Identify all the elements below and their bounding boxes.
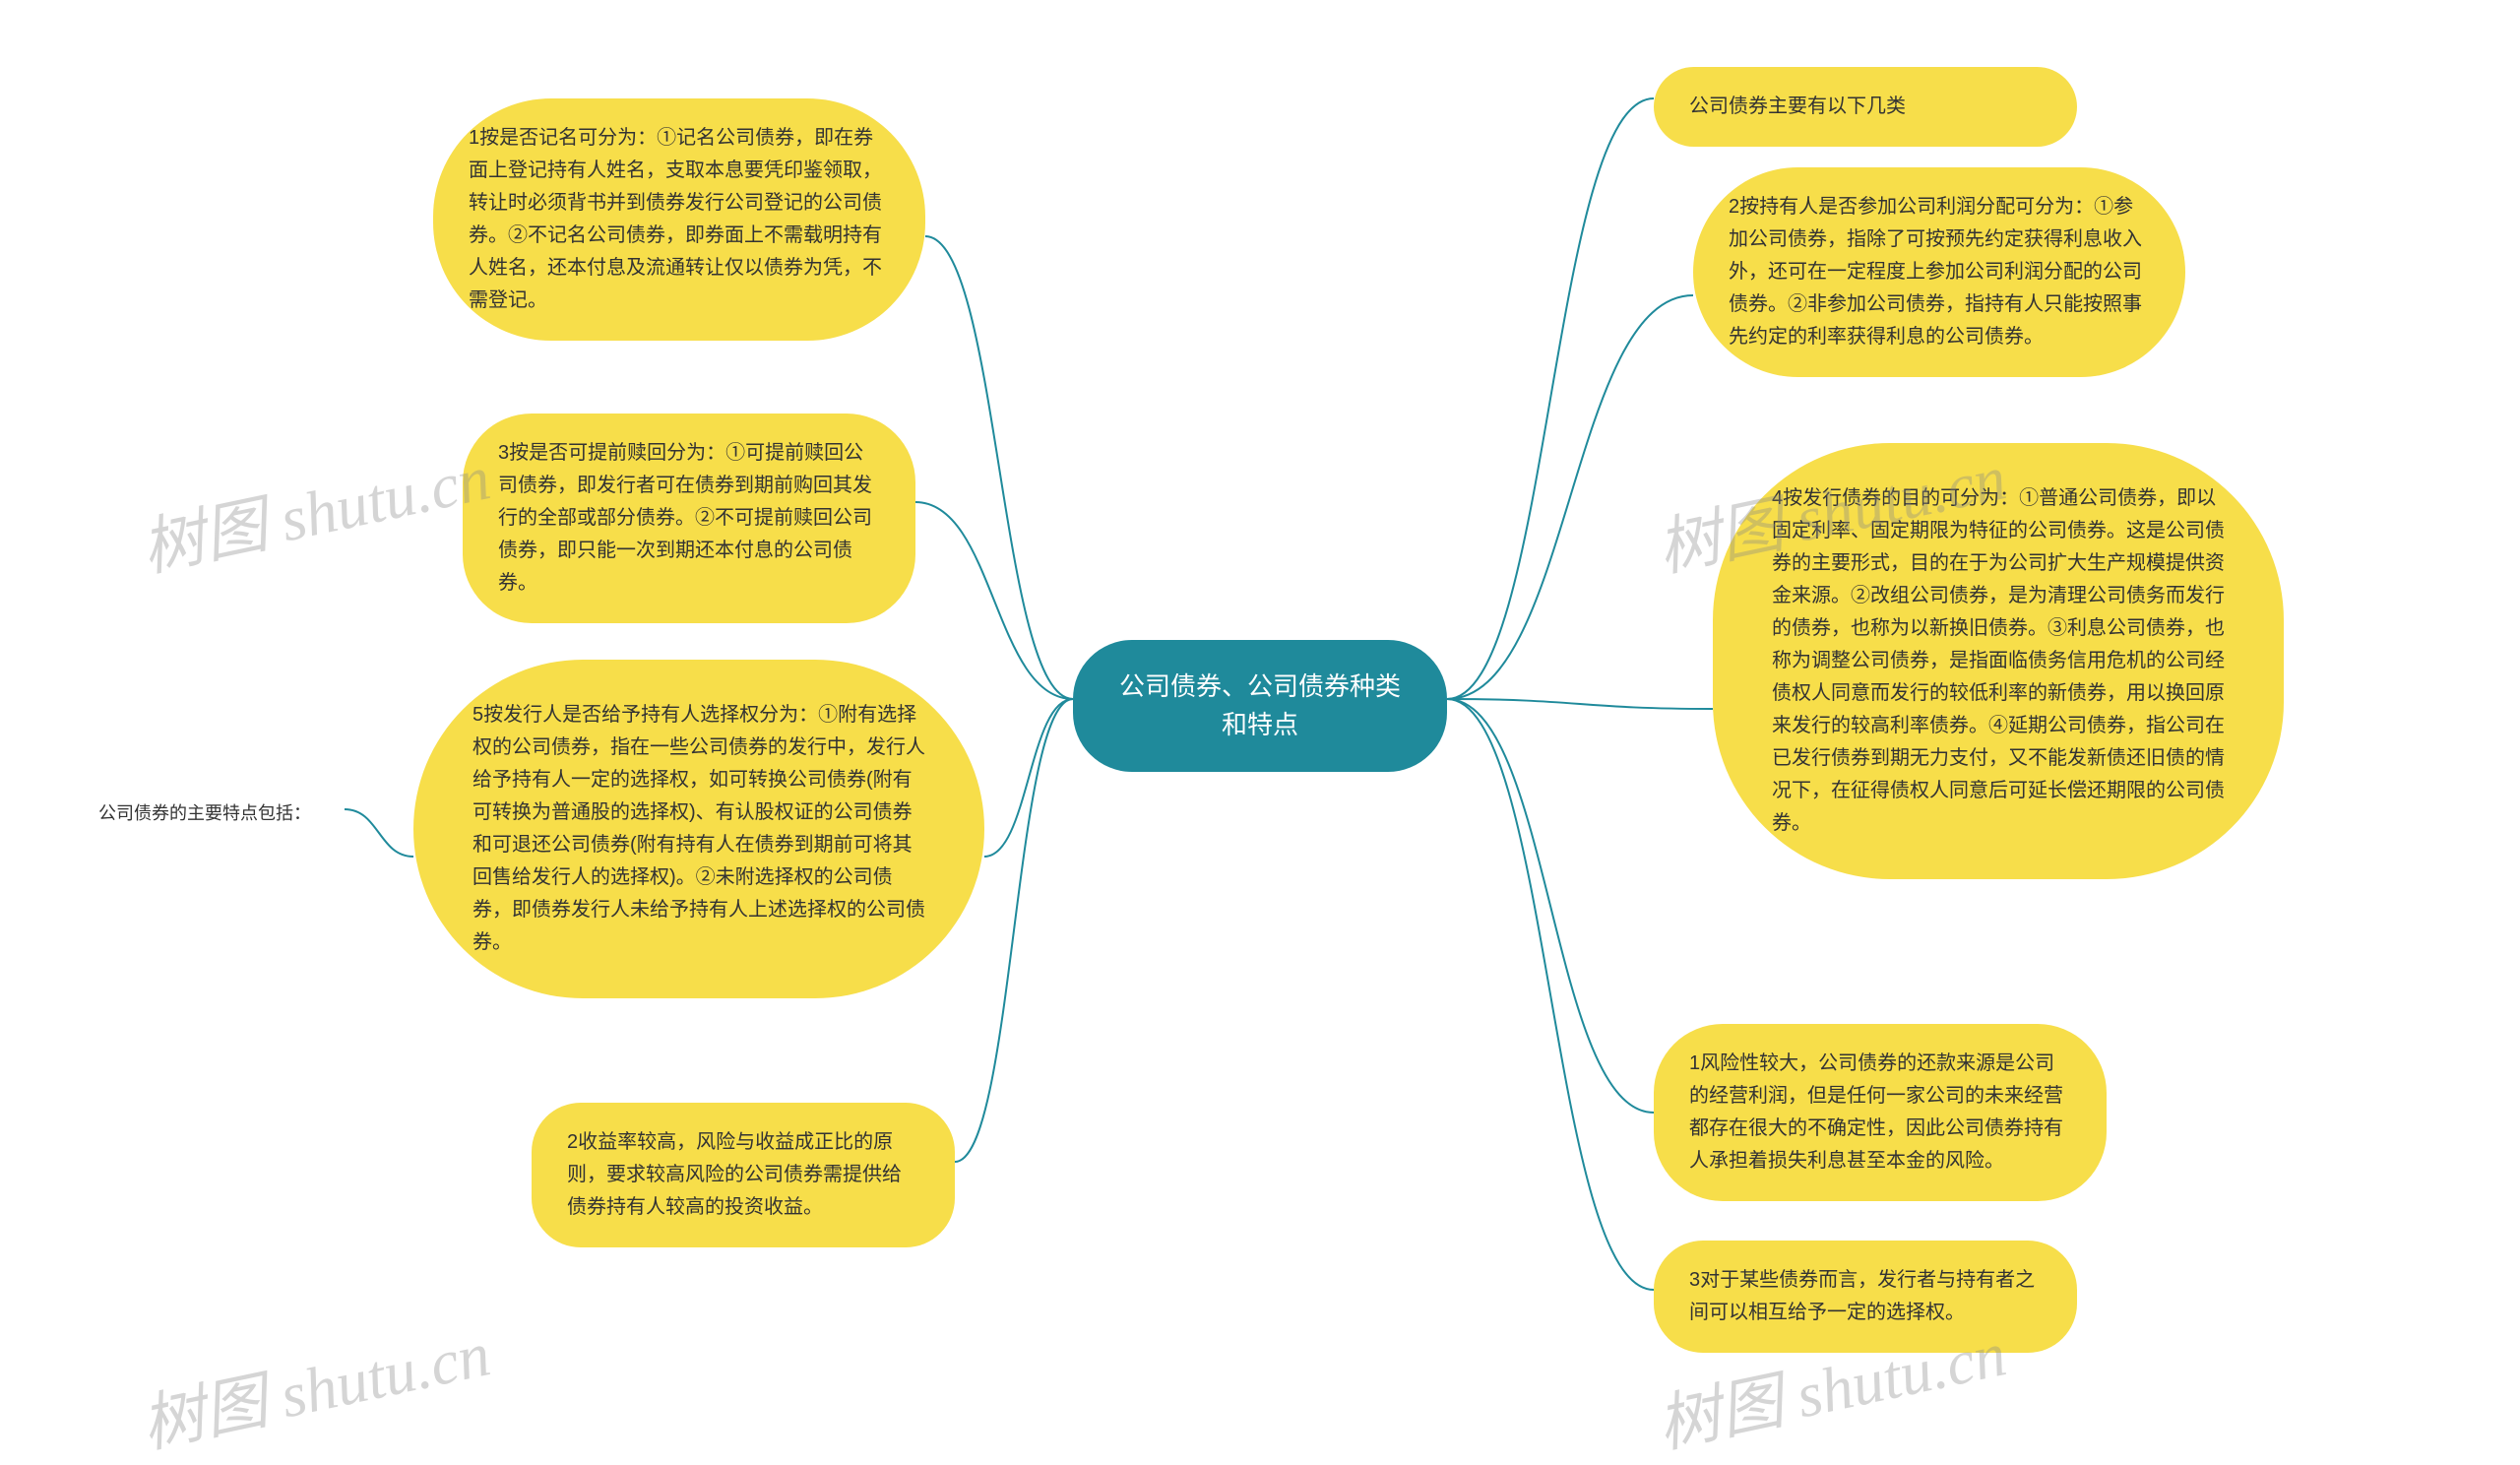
center-node: 公司债券、公司债券种类和特点 [1073, 640, 1447, 772]
connector-L3-left [345, 809, 413, 857]
branch-node-L1: 1按是否记名可分为：①记名公司债券，即在券面上登记持有人姓名，支取本息要凭印鉴领… [433, 98, 925, 341]
connector-R5 [1447, 699, 1654, 1290]
connector-R4 [1447, 699, 1654, 1113]
connector-L1 [925, 236, 1073, 699]
branch-node-L2: 3按是否可提前赎回分为：①可提前赎回公司债券，即发行者可在债券到期前购回其发行的… [463, 414, 915, 623]
connector-R2 [1447, 295, 1693, 699]
branch-node-L4: 2收益率较高，风险与收益成正比的原则，要求较高风险的公司债券需提供给债券持有人较… [532, 1103, 955, 1247]
watermark-2: 树图 shutu.cn [132, 1304, 496, 1465]
left-characteristics-label: 公司债券的主要特点包括： [98, 799, 354, 829]
connector-R1 [1447, 98, 1654, 699]
branch-node-R4: 1风险性较大，公司债券的还款来源是公司的经营利润，但是任何一家公司的未来经营都存… [1654, 1024, 2107, 1201]
branch-node-R5: 3对于某些债券而言，发行者与持有者之间可以相互给予一定的选择权。 [1654, 1241, 2077, 1353]
connector-L3 [984, 699, 1073, 857]
branch-node-R1: 公司债券主要有以下几类 [1654, 67, 2077, 147]
branch-node-R3: 4按发行债券的目的可分为：①普通公司债券，即以固定利率、固定期限为特征的公司债券… [1713, 443, 2284, 879]
connector-L2 [915, 502, 1073, 699]
connector-R3 [1447, 699, 1713, 709]
branch-node-L3: 5按发行人是否给予持有人选择权分为：①附有选择权的公司债券，指在一些公司债券的发… [413, 660, 984, 998]
watermark-0: 树图 shutu.cn [132, 427, 496, 590]
branch-node-R2: 2按持有人是否参加公司利润分配可分为：①参加公司债券，指除了可按预先约定获得利息… [1693, 167, 2185, 377]
